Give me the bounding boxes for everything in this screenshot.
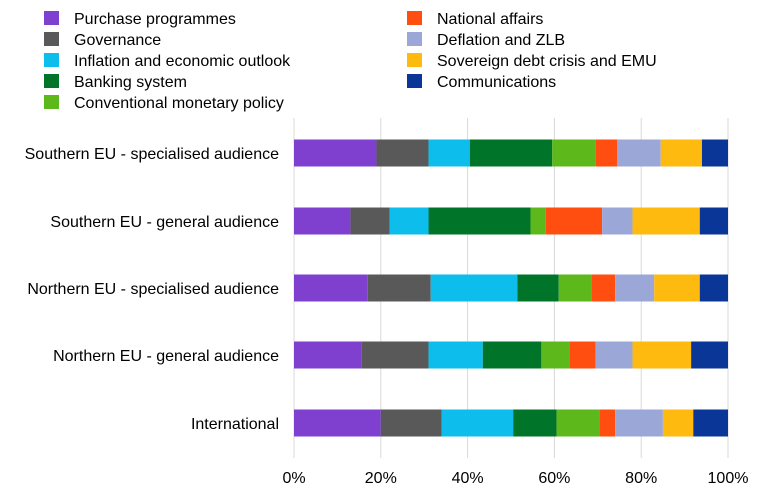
bar-segment-inflation-and-economic-outlook <box>430 274 518 302</box>
bar-segment-deflation-and-zlb <box>615 409 663 437</box>
bar-segment-inflation-and-economic-outlook <box>428 139 470 167</box>
legend-swatch <box>44 11 59 25</box>
bar-segment-inflation-and-economic-outlook <box>441 409 514 437</box>
legend-swatch <box>407 74 422 88</box>
bar-segment-communications <box>701 139 728 167</box>
bar-segment-conventional-monetary-policy <box>556 409 600 437</box>
legend-label: Deflation and ZLB <box>437 32 565 49</box>
legend: Purchase programmes Governance Inflation a… <box>44 11 657 112</box>
legend-item-purchase-programmes: Purchase programmes <box>44 11 236 28</box>
legend-label: Purchase programmes <box>74 11 236 28</box>
category-label: International <box>191 416 279 433</box>
legend-item-communications: Communications <box>407 74 556 91</box>
legend-label: Banking system <box>74 74 187 91</box>
bars <box>294 139 728 437</box>
bar-segment-sovereign-debt-crisis-and-emu <box>660 139 702 167</box>
bar-segment-inflation-and-economic-outlook <box>389 207 429 235</box>
legend-swatch <box>44 74 59 88</box>
legend-label: Communications <box>437 74 556 91</box>
x-tick-label: 60% <box>538 470 570 487</box>
bar-group-southern-eu-general-audience <box>294 207 728 235</box>
legend-swatch <box>407 32 422 46</box>
bar-segment-governance <box>376 139 429 167</box>
x-axis-tick-labels: 0% 20% 40% 60% 80% 100% <box>282 470 748 487</box>
bar-segment-communications <box>693 409 728 437</box>
legend-label: Sovereign debt crisis and EMU <box>437 53 657 70</box>
bar-segment-communications <box>699 207 728 235</box>
bar-segment-national-affairs <box>599 409 616 437</box>
bar-segment-conventional-monetary-policy <box>552 139 596 167</box>
bar-segment-purchase-programmes <box>294 207 351 235</box>
bar-segment-banking-system <box>517 274 559 302</box>
category-label: Southern EU - specialised audience <box>25 146 279 163</box>
bar-segment-conventional-monetary-policy <box>558 274 592 302</box>
bar-segment-banking-system <box>428 207 531 235</box>
category-label: Southern EU - general audience <box>50 214 279 231</box>
bar-segment-banking-system <box>513 409 557 437</box>
legend-label: National affairs <box>437 11 543 28</box>
legend-item-governance: Governance <box>44 32 161 49</box>
bar-group-northern-eu-specialised-audience <box>294 274 728 302</box>
legend-swatch <box>44 53 59 67</box>
bar-segment-deflation-and-zlb <box>602 207 633 235</box>
legend-label: Governance <box>74 32 161 49</box>
bar-segment-communications <box>691 341 728 369</box>
bar-segment-governance <box>367 274 431 302</box>
x-tick-label: 0% <box>282 470 305 487</box>
bar-segment-deflation-and-zlb <box>595 341 633 369</box>
x-tick-label: 40% <box>452 470 484 487</box>
category-labels: Southern EU - specialised audience Southe… <box>25 146 279 433</box>
legend-swatch <box>44 95 59 109</box>
bar-segment-sovereign-debt-crisis-and-emu <box>632 341 692 369</box>
bar-group-southern-eu-specialised-audience <box>294 139 728 167</box>
bar-segment-national-affairs <box>569 341 596 369</box>
bar-segment-banking-system <box>469 139 553 167</box>
category-label: Northern EU - specialised audience <box>27 281 279 298</box>
bar-segment-purchase-programmes <box>294 409 381 437</box>
bar-segment-communications <box>699 274 728 302</box>
legend-swatch <box>407 53 422 67</box>
bar-segment-conventional-monetary-policy <box>530 207 546 235</box>
legend-label: Inflation and economic outlook <box>74 53 291 70</box>
bar-segment-banking-system <box>482 341 542 369</box>
bar-segment-purchase-programmes <box>294 139 377 167</box>
legend-label: Conventional monetary policy <box>74 95 284 112</box>
x-tick-label: 100% <box>708 470 749 487</box>
bar-segment-purchase-programmes <box>294 274 368 302</box>
bar-segment-sovereign-debt-crisis-and-emu <box>632 207 700 235</box>
bar-segment-sovereign-debt-crisis-and-emu <box>662 409 694 437</box>
legend-item-conventional-monetary-policy: Conventional monetary policy <box>44 95 284 112</box>
bar-segment-national-affairs <box>545 207 603 235</box>
category-label: Northern EU - general audience <box>53 348 279 365</box>
bar-segment-inflation-and-economic-outlook <box>428 341 483 369</box>
legend-item-national-affairs: National affairs <box>407 11 543 28</box>
legend-swatch <box>44 32 59 46</box>
x-tick-label: 20% <box>365 470 397 487</box>
legend-item-banking-system: Banking system <box>44 74 187 91</box>
legend-item-sovereign-debt-crisis-and-emu: Sovereign debt crisis and EMU <box>407 53 657 70</box>
bar-segment-national-affairs <box>595 139 618 167</box>
bar-group-international <box>294 409 728 437</box>
bar-segment-governance <box>380 409 442 437</box>
legend-swatch <box>407 11 422 25</box>
bar-segment-governance <box>350 207 390 235</box>
x-tick-label: 80% <box>625 470 657 487</box>
bar-segment-governance <box>361 341 429 369</box>
legend-item-deflation-and-zlb: Deflation and ZLB <box>407 32 565 49</box>
bar-segment-purchase-programmes <box>294 341 362 369</box>
legend-item-inflation-and-economic-outlook: Inflation and economic outlook <box>44 53 291 70</box>
bar-segment-national-affairs <box>591 274 616 302</box>
bar-segment-sovereign-debt-crisis-and-emu <box>654 274 700 302</box>
bar-segment-deflation-and-zlb <box>617 139 661 167</box>
bar-segment-conventional-monetary-policy <box>541 341 570 369</box>
bar-group-northern-eu-general-audience <box>294 341 728 369</box>
bar-segment-deflation-and-zlb <box>615 274 655 302</box>
